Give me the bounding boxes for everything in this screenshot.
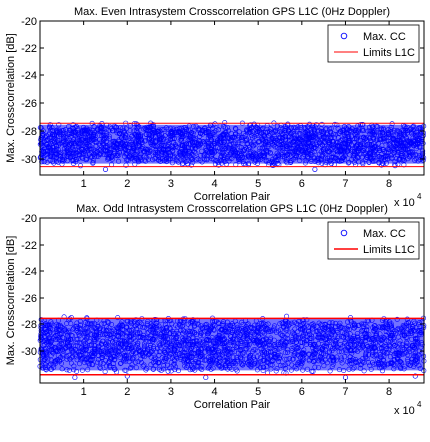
axes-box [39,20,425,176]
x-tick-label: 5 [255,178,261,190]
legend-box [327,24,420,63]
legend-box [327,221,420,260]
y-tick-label: -24 [21,266,37,278]
legend-label-max-cc: Max. CC [363,228,406,240]
x-axis-label: Correlation Pair [194,191,271,203]
y-tick-label: -24 [21,70,37,82]
x-tick-label: 3 [168,178,174,190]
x-tick-label: 8 [386,386,392,398]
data-point-outlier [124,373,130,379]
y-tick-label: -26 [21,293,37,305]
chart-panel-2: Max. Odd Intrasystem Crosscorrelation GP… [5,203,427,417]
series-max-cc [37,120,427,172]
x-tick-label: 2 [124,386,130,398]
y-tick-label: -22 [21,43,37,55]
chart-title: Max. Even Intrasystem Crosscorrelation G… [74,6,390,18]
axes-box [39,217,425,384]
data-point-outlier [102,166,109,172]
y-tick-label: -30 [21,154,37,166]
series-max-cc [37,313,427,381]
legend-label-max-cc: Max. CC [363,31,406,43]
x-exponent: 4 [417,192,422,201]
legend-marker-max-cc [340,32,348,40]
y-tick-label: -26 [21,98,37,110]
x-tick-label: 6 [299,386,305,398]
legend-marker-max-cc [340,229,348,237]
data-point-cloud [40,124,424,164]
legend: Max. CC Limits L1C [327,24,420,63]
x-tick-label: 5 [255,386,261,398]
y-axis-label: Max. Crosscorrelation [dB] [5,33,17,163]
x-tick-label: 6 [299,178,305,190]
y-tick-label: -20 [21,16,37,28]
chart-title: Max. Odd Intrasystem Crosscorrelation GP… [76,203,388,215]
x-tick-label: 7 [342,178,348,190]
x-tick-label: 4 [211,386,217,398]
y-tick-label: -22 [21,240,37,252]
y-tick-label: -20 [21,213,37,225]
x-tick-label: 1 [81,386,87,398]
legend-label-limits: Limits L1C [363,244,415,256]
x-axis-label: Correlation Pair [194,399,271,411]
legend: Max. CC Limits L1C [327,221,420,260]
data-point-cloud [40,318,424,371]
x-tick-label: 1 [81,178,87,190]
x-multiplier: x 10 [394,405,415,417]
legend-label-limits: Limits L1C [363,47,415,59]
y-tick-label: -28 [21,319,37,331]
x-exponent: 4 [417,400,422,409]
x-multiplier: x 10 [394,197,415,209]
x-tick-label: 3 [168,386,174,398]
x-tick-label: 7 [342,386,348,398]
x-tick-label: 2 [124,178,130,190]
x-tick-label: 4 [211,178,217,190]
chart-panel-1: Max. Even Intrasystem Crosscorrelation G… [5,6,427,209]
data-point-outlier [312,166,318,172]
y-tick-label: -30 [21,346,37,358]
data-point-outlier [412,373,418,379]
x-tick-label: 8 [386,178,392,190]
y-axis-label: Max. Crosscorrelation [dB] [5,236,17,366]
y-tick-label: -28 [21,126,37,138]
